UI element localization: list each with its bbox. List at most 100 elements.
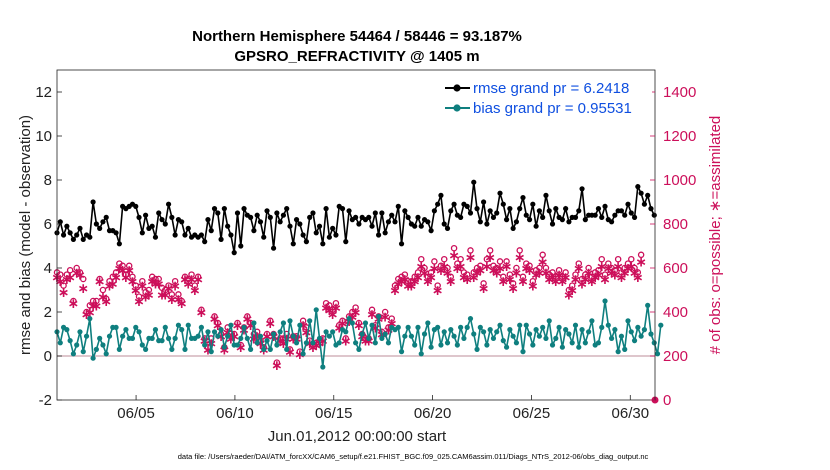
rmse-point — [169, 214, 175, 220]
assimilated-obs-point: ∗ — [488, 263, 500, 279]
bias-point — [602, 298, 608, 304]
assimilated-obs-point: ∗ — [389, 283, 401, 299]
y2-tick-label: 200 — [663, 348, 688, 365]
assimilated-obs-point: ∗ — [97, 290, 109, 306]
assimilated-obs-point: ∗ — [366, 307, 378, 323]
possible-obs-point — [93, 297, 100, 305]
bias-point — [435, 324, 441, 330]
assimilated-obs-point: ∗ — [310, 338, 322, 354]
bias-point — [264, 338, 270, 344]
possible-obs-point — [506, 271, 514, 278]
rmse-point — [625, 201, 631, 207]
possible-obs-point — [329, 306, 336, 314]
assimilated-obs-point: ∗ — [173, 292, 185, 308]
bias-point — [641, 327, 648, 333]
assimilated-obs-point: ∗ — [471, 265, 483, 281]
bias-point — [448, 327, 454, 333]
possible-obs-point — [588, 273, 596, 281]
possible-obs-point — [106, 277, 113, 285]
possible-obs-point — [628, 255, 635, 263]
bias-point — [316, 335, 323, 341]
bias-point — [159, 338, 165, 344]
rmse-point — [248, 214, 254, 220]
rmse-point — [648, 206, 654, 212]
assimilated-obs-point: ∗ — [622, 261, 634, 277]
possible-obs-point — [89, 297, 97, 305]
bias-point — [133, 324, 139, 330]
y2-tick-label: 1000 — [663, 172, 696, 189]
possible-obs-point — [559, 273, 566, 281]
rmse-point — [533, 223, 539, 229]
rmse-point — [576, 208, 582, 214]
rmse-point — [87, 234, 93, 240]
rmse-point — [60, 232, 67, 238]
assimilated-obs-point: ∗ — [228, 329, 240, 345]
possible-obs-point — [572, 271, 579, 278]
legend-bias-marker — [453, 104, 461, 112]
rmse-point — [103, 214, 109, 220]
rmse-point — [389, 212, 395, 218]
rmse-point — [211, 206, 218, 212]
bias-point — [536, 333, 542, 339]
bias-point — [143, 346, 149, 352]
bias-point — [543, 335, 549, 341]
rmse-point — [379, 210, 385, 216]
possible-obs-point — [529, 277, 537, 285]
rmse-point — [74, 232, 80, 238]
rmse-point — [484, 221, 490, 227]
assimilated-obs-point: ∗ — [612, 259, 624, 275]
assimilated-obs-point: ∗ — [317, 334, 329, 350]
possible-obs-point — [335, 321, 343, 329]
bias-point — [477, 324, 483, 330]
bias-point — [238, 335, 244, 341]
rmse-point — [523, 212, 529, 218]
assimilated-obs-point: ∗ — [461, 272, 473, 288]
assimilated-obs-point: ∗ — [117, 263, 129, 279]
possible-obs-point — [234, 319, 241, 327]
bias-point — [198, 324, 204, 330]
assimilated-obs-point: ∗ — [179, 272, 191, 288]
rmse-point — [635, 184, 641, 190]
bias-point — [323, 329, 329, 335]
bias-point — [497, 322, 503, 328]
assimilated-obs-point: ∗ — [409, 274, 421, 290]
assimilated-obs-point: ∗ — [432, 283, 444, 299]
bias-point — [248, 346, 254, 352]
rmse-point — [517, 206, 523, 212]
assimilated-obs-point: ∗ — [425, 270, 437, 286]
bias-point — [277, 329, 283, 335]
bias-point — [97, 335, 103, 341]
rmse-point — [234, 210, 241, 216]
assimilated-obs-point: ∗ — [415, 259, 427, 275]
bias-point — [116, 346, 122, 352]
bias-point — [458, 324, 464, 330]
possible-obs-point — [132, 282, 140, 289]
possible-obs-point — [119, 262, 126, 270]
rmse-point — [428, 228, 434, 234]
rmse-point — [471, 179, 477, 185]
assimilated-obs-point: ∗ — [212, 318, 224, 334]
bias-point — [93, 346, 99, 352]
assimilated-obs-point: ∗ — [442, 265, 454, 281]
assimilated-obs-point: ∗ — [327, 307, 339, 323]
bias-point — [382, 331, 388, 337]
possible-obs-point — [493, 264, 500, 272]
assimilated-obs-point: ∗ — [386, 316, 398, 332]
bias-point — [385, 340, 392, 346]
possible-obs-point — [326, 302, 333, 309]
possible-obs-point — [145, 286, 153, 294]
possible-obs-point — [555, 266, 563, 274]
assimilated-obs-point: ∗ — [474, 263, 486, 279]
bias-point — [572, 322, 579, 328]
rmse-point — [326, 234, 332, 240]
possible-obs-point — [299, 317, 307, 325]
bias-point — [559, 344, 565, 350]
rmse-point — [185, 225, 191, 231]
possible-obs-point — [194, 273, 202, 281]
bias-point — [254, 340, 260, 346]
data-file-note: data file: /Users/raeder/DAI/ATM_forcXX/… — [178, 452, 649, 461]
assimilated-obs-point: ∗ — [271, 358, 283, 374]
bias-point — [152, 327, 159, 333]
legend-rmse-marker — [453, 84, 461, 92]
plot-area: ∗∗∗∗∗∗∗∗∗∗∗∗∗∗∗∗∗∗∗∗∗∗∗∗∗∗∗∗∗∗∗∗∗∗∗∗∗∗∗∗… — [51, 179, 664, 404]
